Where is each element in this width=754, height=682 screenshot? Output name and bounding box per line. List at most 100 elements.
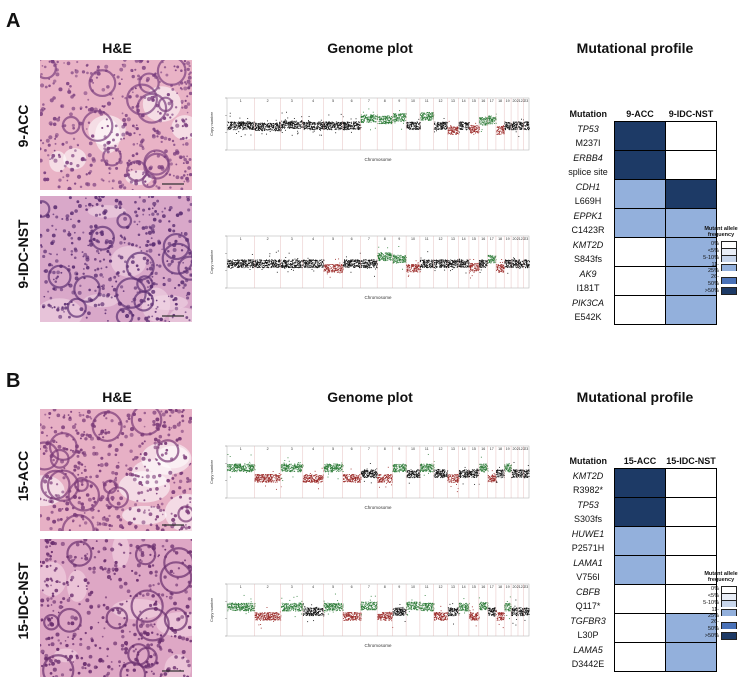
- chromosome-label: 6: [351, 99, 353, 103]
- chromosome-label: 2122: [517, 99, 525, 103]
- svg-text:Copy number: Copy number: [209, 111, 214, 136]
- svg-text:Chromosome: Chromosome: [364, 157, 392, 162]
- chromosome-label: 4: [312, 99, 314, 103]
- chromosome-label: 11: [425, 237, 429, 241]
- chromosome-label: 18: [498, 99, 502, 103]
- chromosome-label: 11: [425, 585, 429, 589]
- gene-name: LAMA5: [573, 644, 603, 655]
- legend-entry: 0%: [703, 585, 743, 593]
- chromosome-label: 23: [524, 237, 528, 241]
- chromosome-label: 3: [291, 447, 293, 451]
- chromosome-label: 5: [332, 447, 334, 451]
- chromosome-label: 20: [513, 447, 517, 451]
- allele-frequency-cell: [665, 295, 717, 325]
- chromosome-label: 15: [472, 585, 476, 589]
- he-image-b2: [40, 539, 192, 677]
- he-header-b: H&E: [102, 389, 132, 405]
- protein-change: splice site: [568, 167, 608, 177]
- protein-change: V756I: [576, 572, 600, 582]
- chromosome-label: 12: [439, 99, 443, 103]
- chromosome-label: 2: [267, 99, 269, 103]
- chromosome-label: 9: [398, 237, 400, 241]
- chromosome-label: 14: [462, 99, 466, 103]
- gene-name: EPPK1: [573, 210, 603, 221]
- allele-frequency-cell: [614, 266, 666, 296]
- allele-frequency-cell: [614, 295, 666, 325]
- allele-frequency-cell: [614, 150, 666, 180]
- genome-plot-a1: 1 2 3 4 5 6 7 8 9 10 11 12 13 14 15 16 17 18 19 20 2122 23Cop…: [205, 92, 535, 164]
- mut-header-b: Mutational profile: [576, 389, 694, 405]
- allele-frequency-cell: [614, 642, 666, 672]
- chromosome-label: 15: [472, 99, 476, 103]
- chromosome-label: 7: [368, 447, 370, 451]
- mutational-table-b: Mutation 15-ACC 15-IDC-NST KMT2D R3982* TP53 S…: [562, 453, 717, 672]
- chromosome-label: 2: [267, 237, 269, 241]
- chromosome-label: 3: [291, 237, 293, 241]
- chromosome-label: 11: [425, 99, 429, 103]
- chromosome-label: 6: [351, 585, 353, 589]
- gene-name: CDH1: [575, 181, 601, 192]
- sample-column-header: 9-IDC-NST: [668, 108, 714, 119]
- chromosome-label: 18: [498, 585, 502, 589]
- allele-frequency-cell: [665, 121, 717, 151]
- mutation-column-header: Mutation: [569, 455, 608, 466]
- allele-frequency-cell: [614, 179, 666, 209]
- genome-plot-b1: 1 2 3 4 5 6 7 8 9 10 11 12 13 14 15 16 17 18 19 20 2122 23Cop…: [205, 440, 535, 512]
- sample-label-b2: 15-IDC-NST: [15, 562, 31, 640]
- genome-plot-a2: 1 2 3 4 5 6 7 8 9 10 11 12 13 14 15 16 17 18 19 20 2122 23Cop…: [205, 230, 535, 302]
- protein-change: L30P: [577, 630, 599, 640]
- chromosome-label: 1: [240, 585, 242, 589]
- chromosome-label: 20: [513, 99, 517, 103]
- chromosome-label: 13: [451, 237, 455, 241]
- chromosome-label: 2122: [517, 447, 525, 451]
- chromosome-label: 16: [481, 99, 485, 103]
- chromosome-label: 16: [481, 585, 485, 589]
- chromosome-label: 2: [267, 447, 269, 451]
- protein-change: S303fs: [573, 514, 603, 524]
- gene-name: HUWE1: [571, 528, 605, 539]
- legend-entry: >50%: [703, 286, 743, 295]
- protein-change: M237I: [575, 138, 601, 148]
- chromosome-label: 8: [384, 99, 386, 103]
- legend-entry: <5%: [703, 592, 743, 600]
- gene-name: CBFB: [575, 586, 600, 597]
- chromosome-label: 3: [291, 99, 293, 103]
- allele-frequency-cell: [665, 497, 717, 527]
- allele-frequency-cell: [665, 179, 717, 209]
- chromosome-label: 4: [312, 585, 314, 589]
- chromosome-label: 2122: [517, 585, 525, 589]
- chromosome-label: 8: [384, 237, 386, 241]
- chromosome-label: 7: [368, 585, 370, 589]
- genome-header-b: Genome plot: [327, 389, 413, 405]
- chromosome-label: 20: [513, 585, 517, 589]
- chromosome-label: 6: [351, 237, 353, 241]
- legend-entry: 11-25%: [703, 607, 743, 620]
- chromosome-label: 4: [312, 237, 314, 241]
- chromosome-label: 8: [384, 585, 386, 589]
- protein-change: P2571H: [571, 543, 605, 553]
- chromosome-label: 12: [439, 237, 443, 241]
- he-image-a2: [40, 196, 192, 322]
- he-header-a: H&E: [102, 40, 132, 56]
- allele-frequency-cell: [614, 121, 666, 151]
- chromosome-label: 12: [439, 447, 443, 451]
- allele-frequency-cell: [614, 526, 666, 556]
- chromosome-label: 10: [411, 447, 415, 451]
- legend-entry: 26-50%: [703, 619, 743, 632]
- allele-frequency-cell: [665, 613, 717, 643]
- protein-change: D3442E: [571, 659, 605, 669]
- chromosome-label: 1: [240, 447, 242, 451]
- chromosome-label: 14: [462, 585, 466, 589]
- chromosome-label: 10: [411, 99, 415, 103]
- protein-change: I181T: [576, 283, 600, 293]
- chromosome-label: 9: [398, 447, 400, 451]
- allele-frequency-cell: [614, 497, 666, 527]
- chromosome-label: 18: [498, 237, 502, 241]
- chromosome-label: 16: [481, 237, 485, 241]
- chromosome-label: 9: [398, 99, 400, 103]
- allele-frequency-cell: [614, 468, 666, 498]
- chromosome-label: 19: [506, 585, 510, 589]
- legend-entry: 5-10%: [703, 599, 743, 607]
- chromosome-label: 19: [506, 447, 510, 451]
- chromosome-label: 11: [425, 447, 429, 451]
